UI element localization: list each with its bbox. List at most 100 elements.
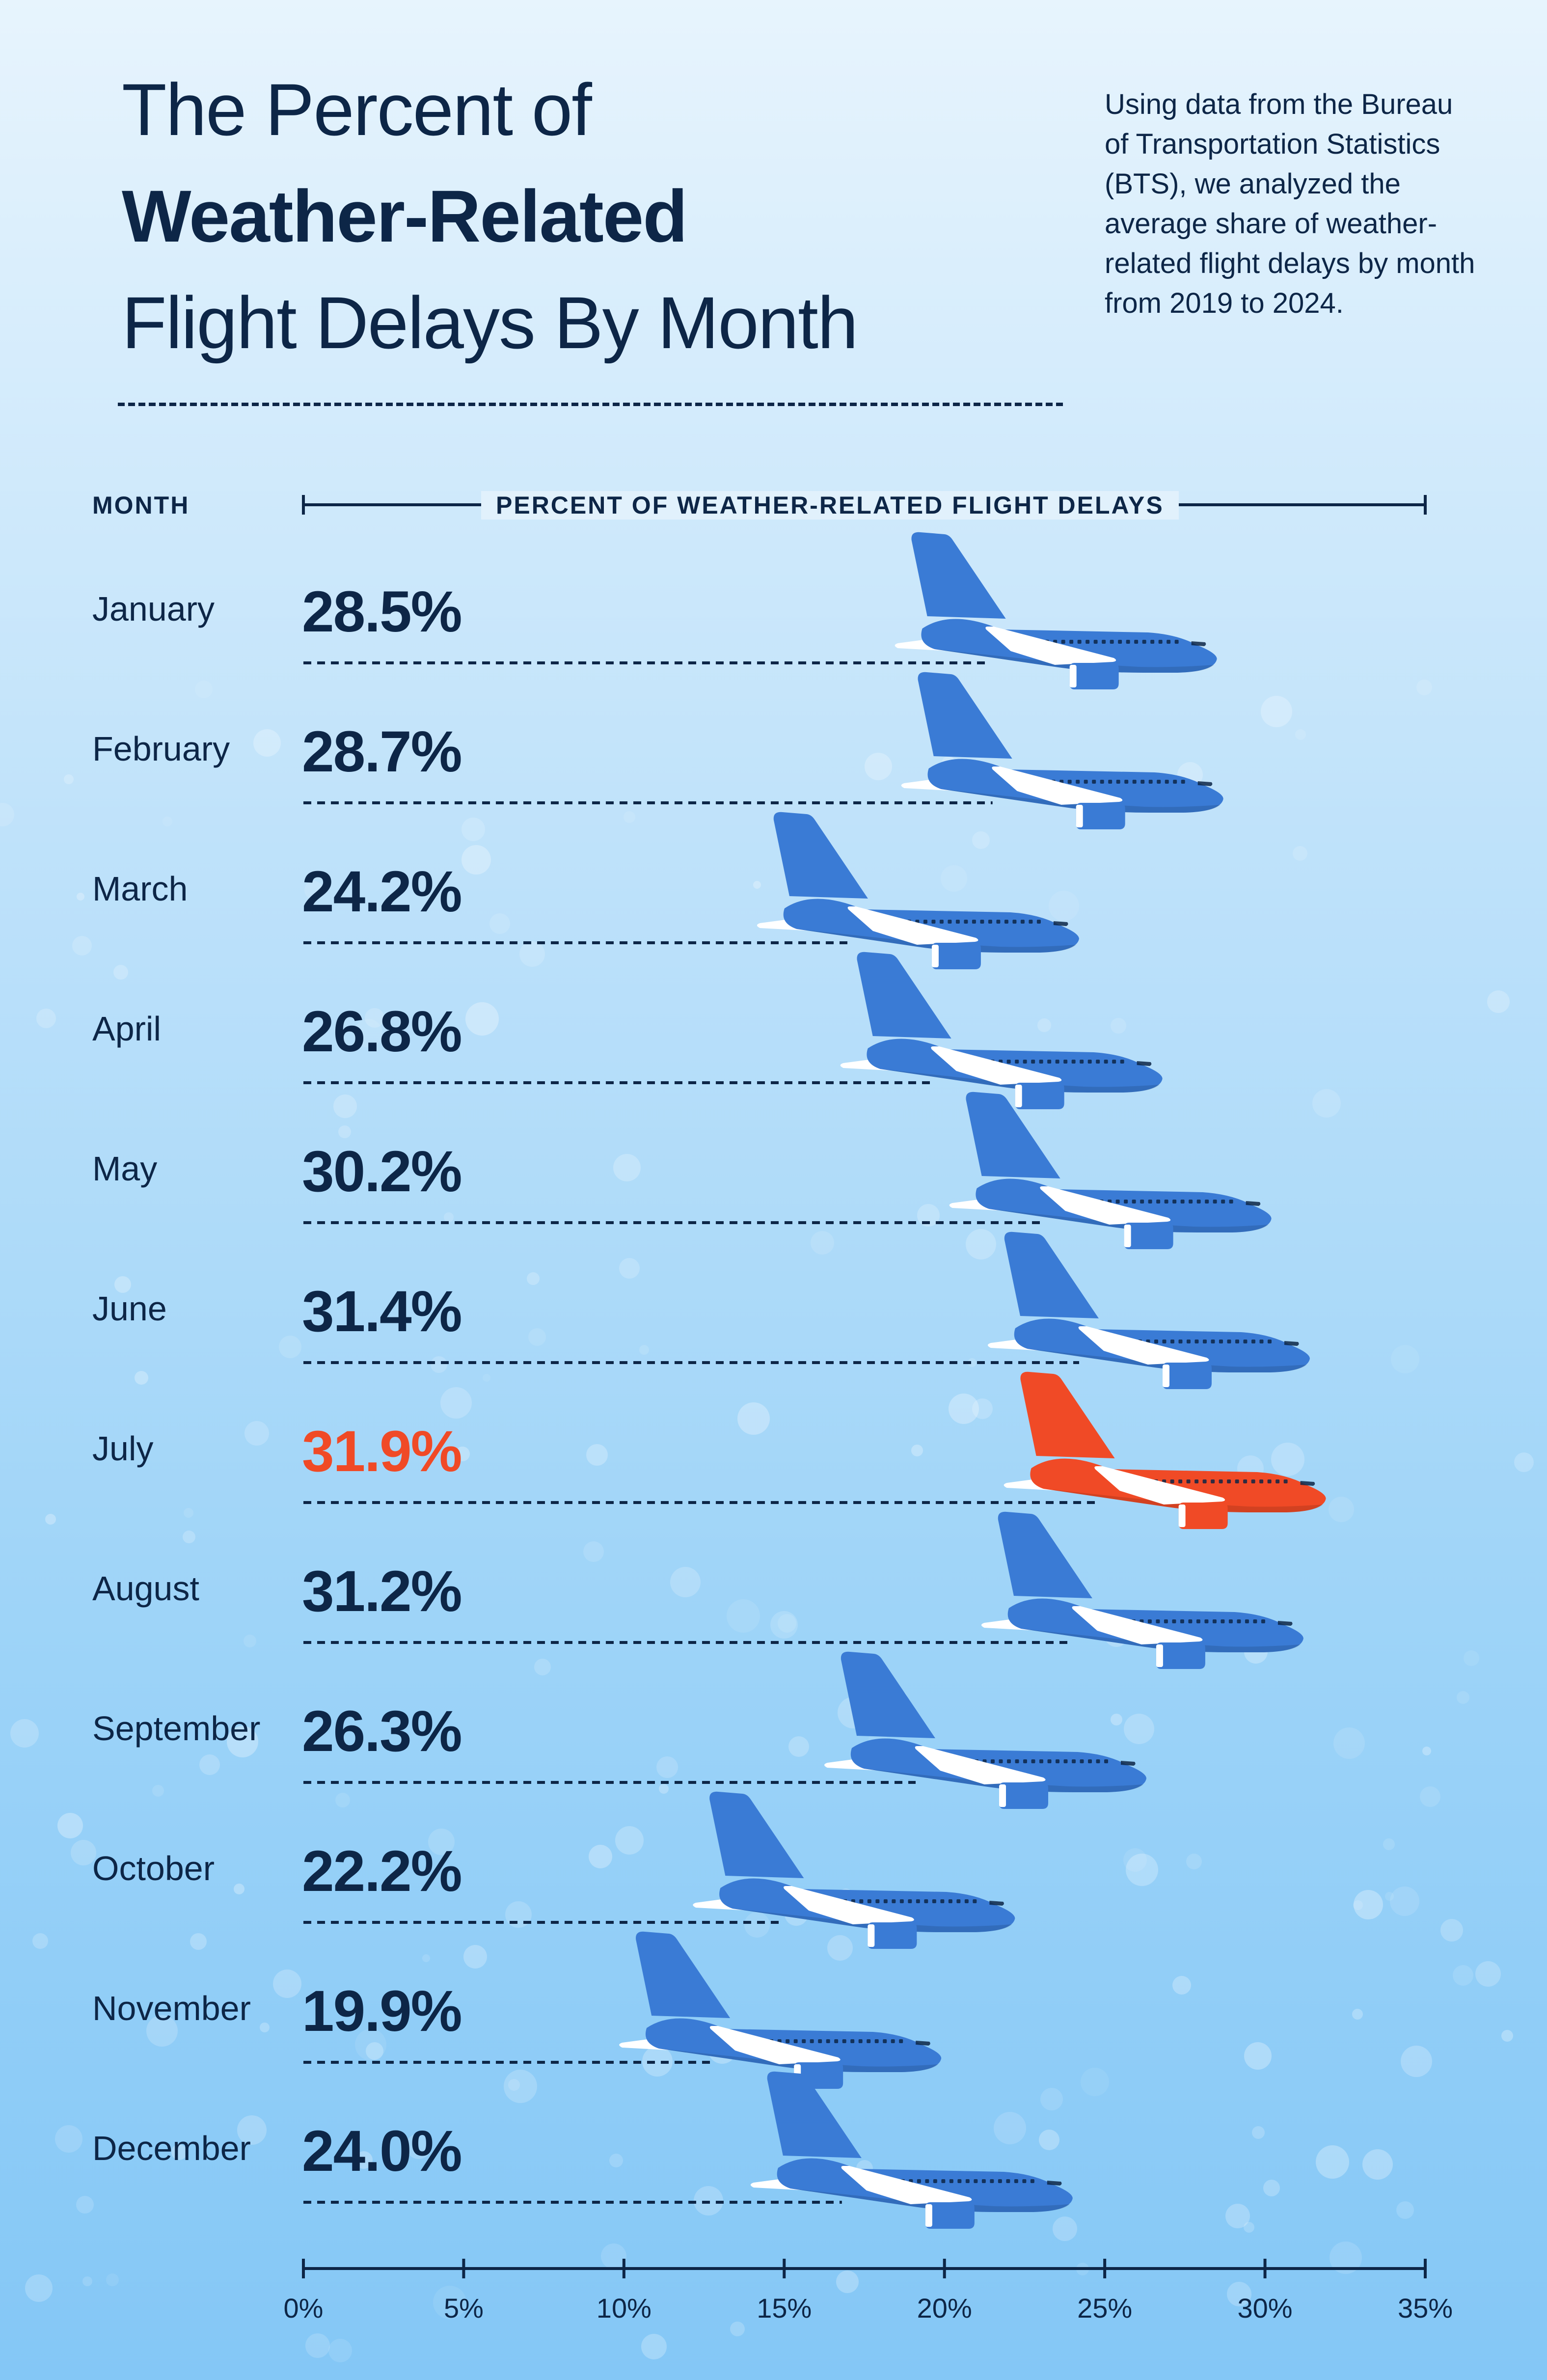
bokeh-dot xyxy=(1271,1443,1304,1476)
month-label: September xyxy=(92,1709,261,1748)
month-label: April xyxy=(92,1010,162,1048)
bokeh-dot xyxy=(1501,2030,1513,2042)
bokeh-dot xyxy=(527,1272,540,1285)
month-label: March xyxy=(92,870,188,908)
bokeh-dot xyxy=(1225,2204,1250,2228)
x-axis-title: PERCENT OF WEATHER-RELATED FLIGHT DELAYS xyxy=(481,491,1179,520)
bokeh-dot xyxy=(36,1009,56,1028)
value-label: 22.2% xyxy=(302,1839,462,1904)
bokeh-dot xyxy=(972,831,990,849)
bokeh-dot xyxy=(433,2286,466,2319)
bokeh-dot xyxy=(609,2154,623,2167)
bokeh-dot xyxy=(1316,2145,1349,2179)
value-label: 28.7% xyxy=(302,719,462,784)
bokeh-dot xyxy=(354,1019,382,1047)
bokeh-dot xyxy=(72,936,92,956)
bokeh-dot xyxy=(1124,1714,1154,1744)
plane-bar-november xyxy=(619,1931,942,2089)
bokeh-dot xyxy=(670,1567,701,1597)
bokeh-dot xyxy=(199,1754,220,1775)
bokeh-dot xyxy=(586,1444,608,1466)
value-label: 19.9% xyxy=(302,1979,462,2044)
bokeh-dot xyxy=(1475,1961,1501,1987)
plane-bar-april xyxy=(840,952,1163,1109)
bokeh-dot xyxy=(619,1258,640,1279)
bokeh-dot xyxy=(422,1954,430,1962)
month-label: May xyxy=(92,1149,158,1188)
bokeh-dot xyxy=(335,1793,350,1807)
bokeh-dot xyxy=(836,2271,859,2293)
bokeh-dot xyxy=(519,941,545,967)
bokeh-dot xyxy=(744,1912,770,1938)
bokeh-dot xyxy=(57,1813,83,1838)
bokeh-dot xyxy=(483,1374,490,1382)
bokeh-dot xyxy=(1172,1976,1191,1995)
bokeh-dot xyxy=(431,1356,447,1373)
bokeh-dot xyxy=(966,1229,996,1259)
bokeh-dot xyxy=(1186,1854,1202,1869)
bokeh-dot xyxy=(406,2134,432,2159)
plane-bar-february xyxy=(901,672,1223,829)
intro-text: Using data from the Bureau of Transporta… xyxy=(1105,88,1475,319)
bokeh-dot xyxy=(583,1541,604,1562)
bokeh-dot xyxy=(1354,1890,1383,1919)
bokeh-dot xyxy=(1244,2222,1254,2233)
bokeh-dot xyxy=(338,1125,351,1138)
x-tick-label: 35% xyxy=(1398,2293,1453,2324)
bokeh-dot xyxy=(455,1447,470,1461)
plane-bar-august xyxy=(981,1511,1303,1669)
bokeh-dot xyxy=(195,681,213,698)
bokeh-dot xyxy=(972,1398,993,1419)
bokeh-dot xyxy=(1487,990,1510,1013)
bokeh-dot xyxy=(1312,1089,1341,1118)
bokeh-dot xyxy=(589,1845,612,1868)
bokeh-dot xyxy=(1263,2180,1280,2196)
bokeh-dot xyxy=(788,1736,809,1757)
bokeh-dot xyxy=(911,1445,923,1456)
bokeh-dot xyxy=(227,1726,258,1757)
month-label: February xyxy=(92,730,230,768)
bokeh-dot xyxy=(355,2029,386,2060)
bokeh-dot xyxy=(528,1328,546,1346)
bokeh-dot xyxy=(1464,1650,1479,1666)
title-divider xyxy=(118,403,1063,406)
bokeh-dot xyxy=(32,1933,48,1949)
bokeh-dot xyxy=(1227,2282,1251,2306)
value-label: 30.2% xyxy=(302,1139,462,1204)
bokeh-dot xyxy=(0,803,14,826)
month-label: January xyxy=(92,590,215,628)
bokeh-dot xyxy=(10,1719,39,1748)
bokeh-dot xyxy=(639,1345,649,1355)
bokeh-dot xyxy=(328,2339,352,2362)
bokeh-dot xyxy=(1329,1497,1354,1522)
bokeh-dot xyxy=(656,1756,678,1778)
bokeh-dot xyxy=(1295,729,1306,740)
title-line-3: Flight Delays By Month xyxy=(122,281,858,364)
bokeh-dot xyxy=(25,2274,53,2302)
bokeh-dot xyxy=(1039,2130,1059,2150)
bokeh-dot xyxy=(737,1402,770,1435)
bokeh-dot xyxy=(504,2070,537,2103)
value-label: 31.2% xyxy=(302,1559,462,1624)
bokeh-dot xyxy=(1330,2242,1362,2274)
x-tick-label: 15% xyxy=(757,2293,812,2324)
bokeh-dot xyxy=(113,965,128,980)
value-label: 26.8% xyxy=(302,999,462,1064)
bokeh-dot xyxy=(1293,846,1307,861)
bokeh-dot xyxy=(534,1659,551,1675)
bokeh-dot xyxy=(1416,680,1432,695)
bokeh-dot xyxy=(355,2151,373,2169)
value-label: 26.3% xyxy=(302,1699,462,1764)
bokeh-dot xyxy=(624,811,635,823)
bokeh-dot xyxy=(811,1231,834,1255)
bokeh-dot xyxy=(190,1933,207,1950)
bokeh-dot xyxy=(1391,1345,1419,1373)
bokeh-dot xyxy=(1422,1747,1431,1755)
x-tick-label: 25% xyxy=(1077,2293,1132,2324)
x-tick-label: 20% xyxy=(917,2293,972,2324)
bokeh-dot xyxy=(461,818,485,841)
bokeh-dot xyxy=(1244,2042,1272,2070)
month-label: November xyxy=(92,1989,251,2027)
